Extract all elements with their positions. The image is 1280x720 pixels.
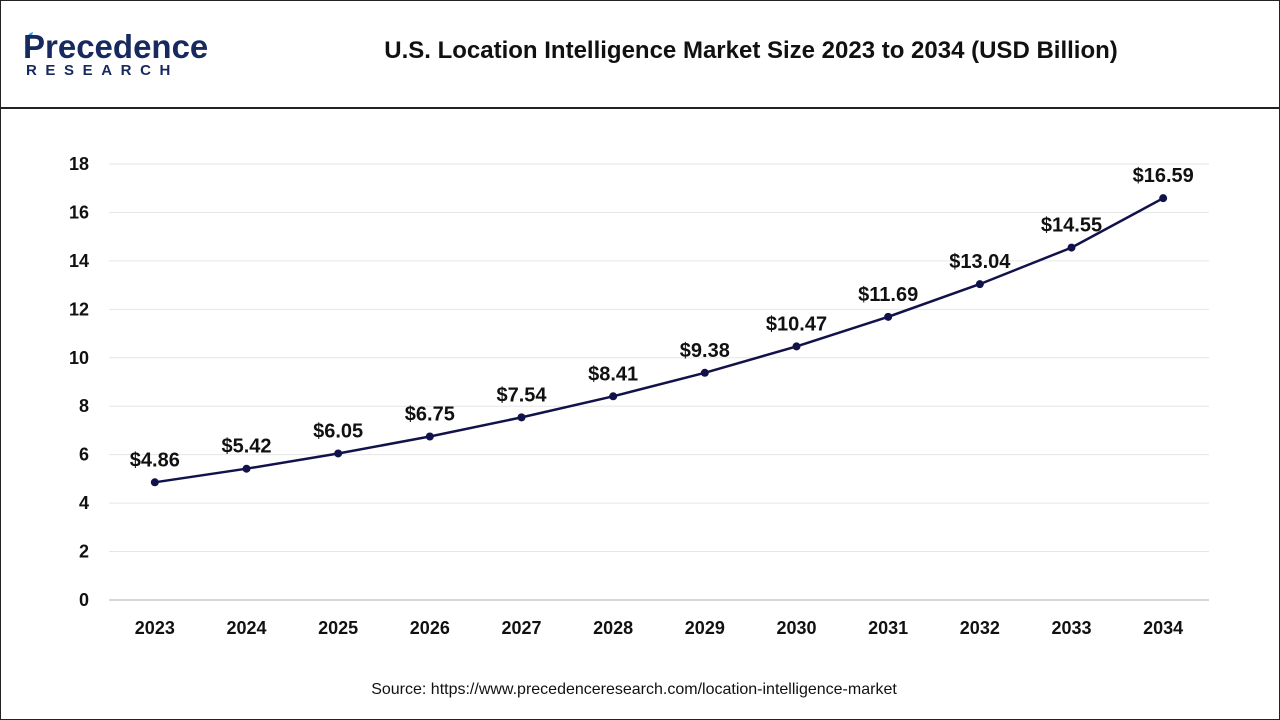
- series-line: [154, 197, 1164, 484]
- y-tick-label: 6: [79, 445, 89, 465]
- source-note: Source: https://www.precedenceresearch.c…: [371, 681, 897, 698]
- data-labels: $4.86 $5.42 $6.05 $6.75 $7.54 $8.41 $9.38 $10.4…: [130, 165, 1194, 471]
- x-tick-label: 2027: [501, 618, 541, 638]
- data-point: [334, 449, 343, 458]
- x-tick-label: 2034: [1143, 618, 1183, 638]
- data-label: $8.41: [588, 363, 638, 385]
- x-tick-label: 2030: [776, 618, 816, 638]
- x-tick-label: 2026: [410, 618, 450, 638]
- x-tick-label: 2023: [135, 618, 175, 638]
- x-tick-label: 2024: [226, 618, 266, 638]
- data-point: [1067, 243, 1076, 252]
- data-label: $6.75: [405, 404, 455, 426]
- data-point: [792, 342, 801, 351]
- logo: Precedence RESEARCH: [23, 29, 213, 85]
- header: Precedence RESEARCH U.S. Location Intell…: [1, 1, 1279, 109]
- x-tick-label: 2031: [868, 618, 908, 638]
- y-tick-label: 10: [69, 348, 89, 368]
- data-point: [1159, 194, 1168, 203]
- data-label: $7.54: [496, 384, 547, 406]
- y-tick-label: 16: [69, 202, 89, 222]
- x-tick-label: 2025: [318, 618, 358, 638]
- data-label: $11.69: [858, 284, 918, 306]
- logo-sub-text: RESEARCH: [26, 62, 179, 79]
- data-label: $13.04: [949, 251, 1011, 273]
- leaf-icon: [26, 32, 33, 42]
- axes: 0 2 4 6 8 10 12 14 16 18 2023 2024 2025 2026 2027 2028 2…: [69, 154, 1209, 638]
- data-point: [150, 478, 159, 487]
- data-label: $14.55: [1041, 215, 1102, 237]
- data-label: $5.42: [221, 436, 271, 458]
- data-label: $9.38: [680, 340, 730, 362]
- y-tick-label: 2: [79, 542, 89, 562]
- data-point: [884, 312, 893, 321]
- line-chart: 0 2 4 6 8 10 12 14 16 18 2023 2024 2025 2026 2027 2028 2…: [69, 154, 1209, 638]
- x-tick-label: 2033: [1051, 618, 1091, 638]
- y-tick-label: 4: [79, 493, 89, 513]
- x-tick-label: 2028: [593, 618, 633, 638]
- chart-title: U.S. Location Intelligence Market Size 2…: [384, 37, 1118, 64]
- data-point: [425, 432, 434, 441]
- y-tick-label: 18: [69, 154, 89, 174]
- x-tick-label: 2032: [960, 618, 1000, 638]
- y-tick-label: 0: [79, 590, 89, 610]
- y-tick-label: 14: [69, 251, 89, 271]
- x-tick-label: 2029: [685, 618, 725, 638]
- data-label: $4.86: [130, 449, 180, 471]
- gridlines: [109, 163, 1209, 553]
- y-tick-label: 12: [69, 299, 89, 319]
- data-label: $16.59: [1133, 165, 1194, 187]
- data-point: [242, 464, 251, 473]
- data-point: [975, 280, 984, 289]
- data-point: [609, 392, 618, 401]
- data-label: $6.05: [313, 420, 363, 442]
- logo-main-text: Precedence: [23, 28, 209, 65]
- series-line-layer: [154, 197, 1164, 484]
- data-point: [517, 413, 526, 422]
- data-point: [700, 368, 709, 377]
- data-points: [150, 194, 1168, 487]
- data-label: $10.47: [766, 313, 827, 335]
- y-tick-label: 8: [79, 396, 89, 416]
